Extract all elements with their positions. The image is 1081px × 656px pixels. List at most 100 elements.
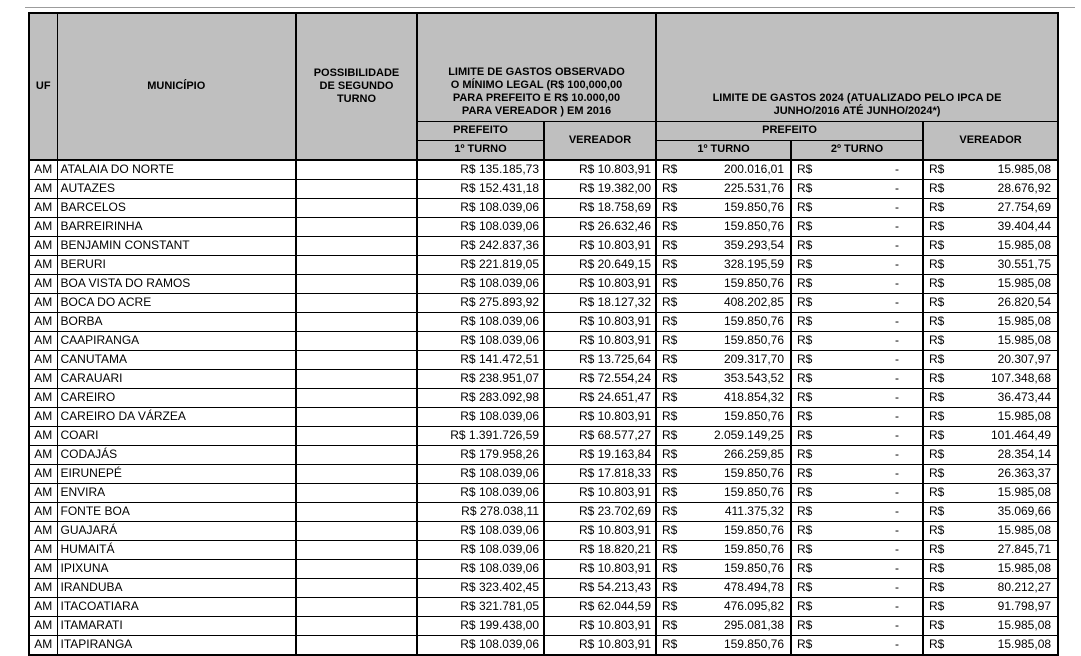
amount-value: 159.850,76	[723, 561, 785, 575]
spending-limits-table: UF MUNICÍPIO POSSIBILIDADE DE SEGUNDO TU…	[28, 12, 1060, 656]
currency-symbol: R$	[929, 428, 945, 442]
table-row: AM CANUTAMA R$ 141.472,51 R$ 13.725,64 R$ 209…	[28, 349, 1059, 370]
cell-uf: AM	[28, 197, 58, 218]
amount-value: 30.551,75	[997, 257, 1052, 271]
currency-symbol: R$	[662, 238, 678, 252]
cell-municipio: ITACOATIARA	[56, 596, 297, 617]
currency-symbol: R$	[929, 181, 945, 195]
cell-possibilidade-segundo-turno	[295, 235, 418, 256]
table-row: AM BERURI R$ 221.819,05 R$ 20.649,15 R$ 328.1…	[28, 254, 1059, 275]
amount-value: 39.404,44	[997, 219, 1052, 233]
cell-municipio: CANUTAMA	[56, 349, 297, 370]
currency-symbol: R$	[797, 219, 813, 233]
cell-2016-prefeito-turno1: R$ 108.039,06	[416, 311, 545, 332]
amount-value: 159.850,76	[723, 219, 785, 233]
amount-value: 101.464,49	[990, 428, 1052, 442]
cell-2024-prefeito-turno1: R$ 209.317,70	[655, 349, 792, 370]
header-2016-prefeito: PREFEITO	[416, 120, 545, 141]
cell-2024-prefeito-turno1: R$ 359.293,54	[655, 235, 792, 256]
cell-2016-prefeito-turno1: R$ 108.039,06	[416, 406, 545, 427]
amount-value: 36.473,44	[997, 390, 1052, 404]
currency-symbol: R$	[929, 485, 945, 499]
header-2016-prefeito-turno1: 1º TURNO	[416, 139, 545, 160]
cell-2024-prefeito-turno1: R$ 159.850,76	[655, 558, 792, 579]
cell-2016-vereador: R$ 23.702,69	[542, 501, 657, 522]
cell-2016-vereador: R$ 10.803,91	[542, 311, 657, 332]
cell-2024-prefeito-turno2: R$ -	[790, 235, 924, 256]
currency-symbol: R$	[797, 390, 813, 404]
empty-amount-dash: -	[895, 618, 900, 632]
currency-symbol: R$	[662, 466, 678, 480]
cell-possibilidade-segundo-turno	[295, 501, 418, 522]
empty-amount-dash: -	[895, 276, 900, 290]
cell-possibilidade-segundo-turno	[295, 444, 418, 465]
table-row: AM IRANDUBA R$ 323.402,45 R$ 54.213,43 R$ 478…	[28, 577, 1059, 598]
table-row: AM COARI R$ 1.391.726,59 R$ 68.577,27 R$ 2.05…	[28, 425, 1059, 446]
cell-2024-vereador: R$ 15.985,08	[922, 634, 1059, 655]
cell-possibilidade-segundo-turno	[295, 197, 418, 218]
cell-2024-prefeito-turno1: R$ 476.095,82	[655, 596, 792, 617]
currency-symbol: R$	[929, 295, 945, 309]
cell-municipio: FONTE BOA	[56, 501, 297, 522]
cell-2016-prefeito-turno1: R$ 108.039,06	[416, 273, 545, 294]
cell-possibilidade-segundo-turno	[295, 330, 418, 351]
empty-amount-dash: -	[895, 219, 900, 233]
cell-uf: AM	[28, 425, 58, 446]
cell-uf: AM	[28, 349, 58, 370]
header-limite-gastos-2016: LIMITE DE GASTOS OBSERVADO O MÍNIMO LEGA…	[415, 12, 657, 122]
cell-2024-prefeito-turno2: R$ -	[790, 596, 924, 617]
table-row: AM ITACOATIARA R$ 321.781,05 R$ 62.044,59 R$…	[28, 596, 1059, 617]
cell-2016-prefeito-turno1: R$ 283.092,98	[416, 387, 545, 408]
cell-2024-prefeito-turno1: R$ 328.195,59	[655, 254, 792, 275]
cell-uf: AM	[28, 444, 58, 465]
amount-value: 411.375,32	[724, 504, 785, 518]
cell-2016-vereador: R$ 18.127,32	[542, 292, 657, 313]
cell-municipio: BARCELOS	[56, 197, 297, 218]
cell-2024-prefeito-turno2: R$ -	[790, 539, 924, 560]
cell-2024-prefeito-turno1: R$ 200.016,01	[655, 158, 792, 180]
cell-municipio: AUTAZES	[56, 178, 297, 199]
cell-2016-prefeito-turno1: R$ 275.893,92	[416, 292, 545, 313]
amount-value: 478.494,78	[723, 580, 785, 594]
cell-2024-prefeito-turno2: R$ -	[790, 634, 924, 655]
cell-possibilidade-segundo-turno	[295, 425, 418, 446]
amount-value: 159.850,76	[723, 409, 785, 423]
table-row: AM ATALAIA DO NORTE R$ 135.185,73 R$ 10.803…	[28, 158, 1059, 180]
currency-symbol: R$	[662, 618, 678, 632]
cell-uf: AM	[28, 634, 58, 655]
cell-possibilidade-segundo-turno	[295, 311, 418, 332]
cell-2024-prefeito-turno2: R$ -	[790, 216, 924, 237]
amount-value: 15.985,08	[997, 238, 1052, 252]
amount-value: 15.985,08	[997, 409, 1052, 423]
cell-uf: AM	[28, 387, 58, 408]
amount-value: 15.985,08	[997, 162, 1052, 176]
currency-symbol: R$	[929, 200, 945, 214]
cell-2024-prefeito-turno1: R$ 353.543,52	[655, 368, 792, 389]
currency-symbol: R$	[797, 447, 813, 461]
cell-uf: AM	[28, 216, 58, 237]
cell-2024-prefeito-turno2: R$ -	[790, 273, 924, 294]
cell-2016-prefeito-turno1: R$ 108.039,06	[416, 634, 545, 655]
currency-symbol: R$	[929, 314, 945, 328]
currency-symbol: R$	[797, 276, 813, 290]
cell-2016-vereador: R$ 17.818,33	[542, 463, 657, 484]
cell-2024-prefeito-turno1: R$ 295.081,38	[655, 615, 792, 636]
cell-2016-prefeito-turno1: R$ 242.837,36	[416, 235, 545, 256]
currency-symbol: R$	[662, 447, 678, 461]
currency-symbol: R$	[662, 580, 678, 594]
cell-2024-prefeito-turno2: R$ -	[790, 311, 924, 332]
cell-uf: AM	[28, 615, 58, 636]
cell-2016-prefeito-turno1: R$ 179.958,26	[416, 444, 545, 465]
currency-symbol: R$	[662, 542, 678, 556]
cell-possibilidade-segundo-turno	[295, 406, 418, 427]
cell-2016-vereador: R$ 26.632,46	[542, 216, 657, 237]
cell-uf: AM	[28, 463, 58, 484]
amount-value: 200.016,01	[723, 162, 785, 176]
cell-uf: AM	[28, 558, 58, 579]
cell-2024-prefeito-turno1: R$ 159.850,76	[655, 539, 792, 560]
currency-symbol: R$	[929, 523, 945, 537]
currency-symbol: R$	[797, 352, 813, 366]
table-row: AM BARREIRINHA R$ 108.039,06 R$ 26.632,46 R$…	[28, 216, 1059, 237]
amount-value: 26.820,54	[997, 295, 1052, 309]
cell-2016-vereador: R$ 10.803,91	[542, 558, 657, 579]
